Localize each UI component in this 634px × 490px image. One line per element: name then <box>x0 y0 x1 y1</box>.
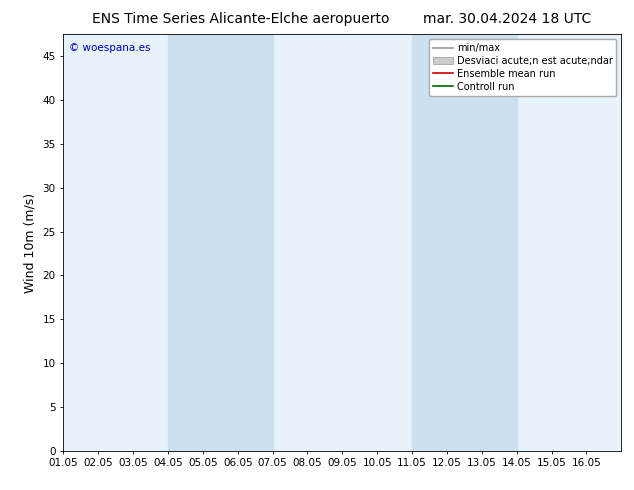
Text: © woespana.es: © woespana.es <box>69 43 150 52</box>
Text: mar. 30.04.2024 18 UTC: mar. 30.04.2024 18 UTC <box>423 12 592 26</box>
Bar <box>412 34 517 451</box>
Text: ENS Time Series Alicante-Elche aeropuerto: ENS Time Series Alicante-Elche aeropuert… <box>92 12 390 26</box>
Bar <box>168 34 273 451</box>
Legend: min/max, Desviaci acute;n est acute;ndar, Ensemble mean run, Controll run: min/max, Desviaci acute;n est acute;ndar… <box>429 39 616 96</box>
Y-axis label: Wind 10m (m/s): Wind 10m (m/s) <box>24 193 37 293</box>
